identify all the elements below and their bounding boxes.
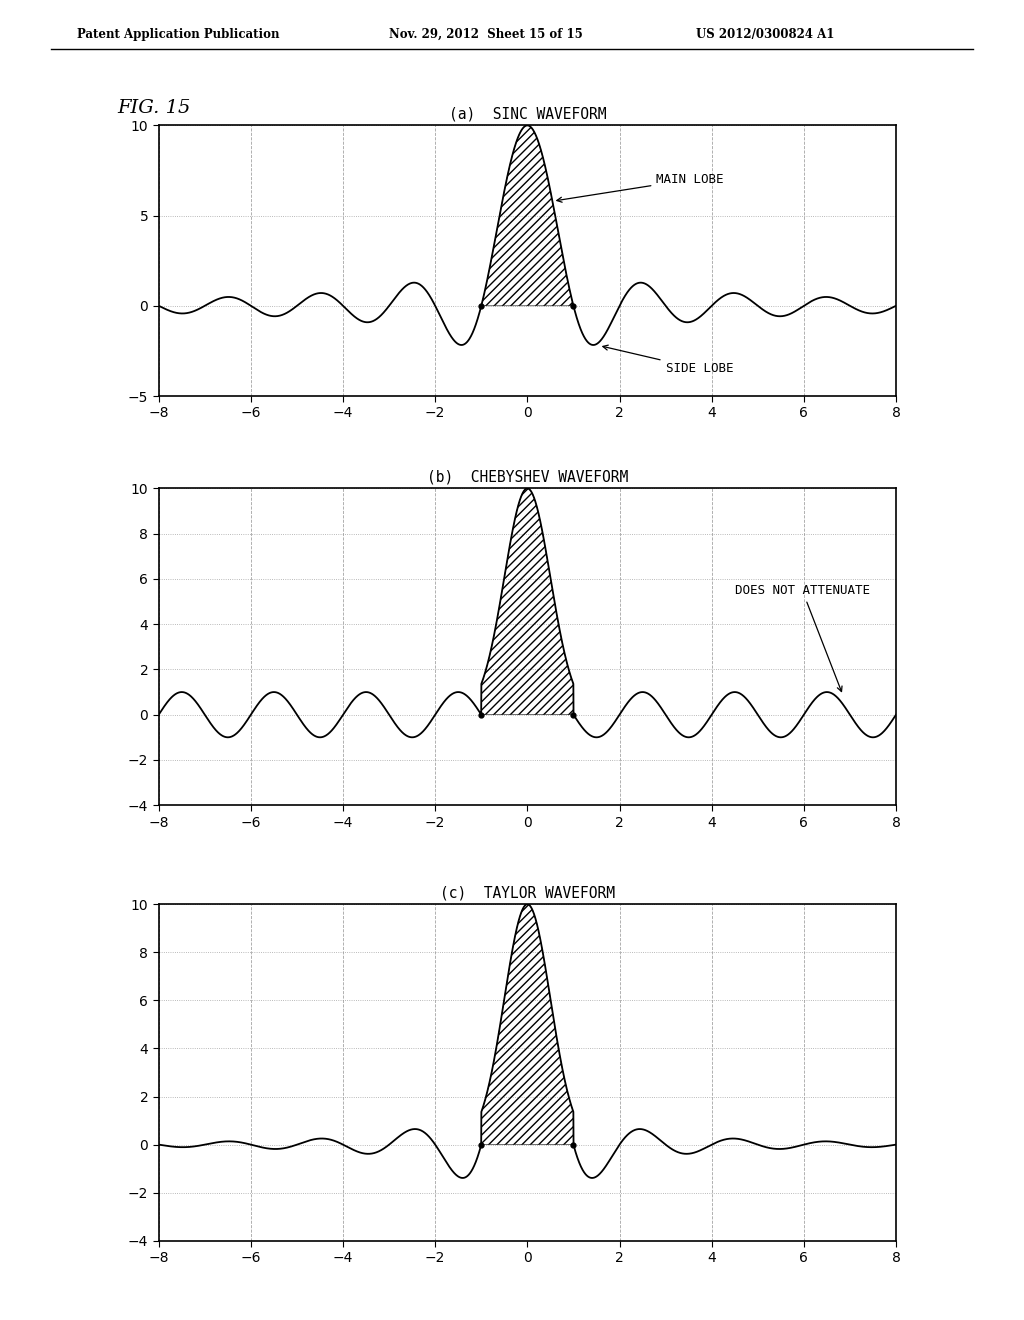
Title: (b)  CHEBYSHEV WAVEFORM: (b) CHEBYSHEV WAVEFORM	[427, 470, 628, 484]
Text: SIDE LOBE: SIDE LOBE	[603, 345, 733, 375]
Text: MAIN LOBE: MAIN LOBE	[557, 173, 724, 202]
Text: US 2012/0300824 A1: US 2012/0300824 A1	[696, 28, 835, 41]
Text: FIG. 15: FIG. 15	[118, 99, 191, 117]
Title: (a)  SINC WAVEFORM: (a) SINC WAVEFORM	[449, 107, 606, 121]
Text: DOES NOT ATTENUATE: DOES NOT ATTENUATE	[735, 583, 869, 692]
Title: (c)  TAYLOR WAVEFORM: (c) TAYLOR WAVEFORM	[440, 886, 614, 900]
Text: Patent Application Publication: Patent Application Publication	[77, 28, 280, 41]
Text: Nov. 29, 2012  Sheet 15 of 15: Nov. 29, 2012 Sheet 15 of 15	[389, 28, 583, 41]
